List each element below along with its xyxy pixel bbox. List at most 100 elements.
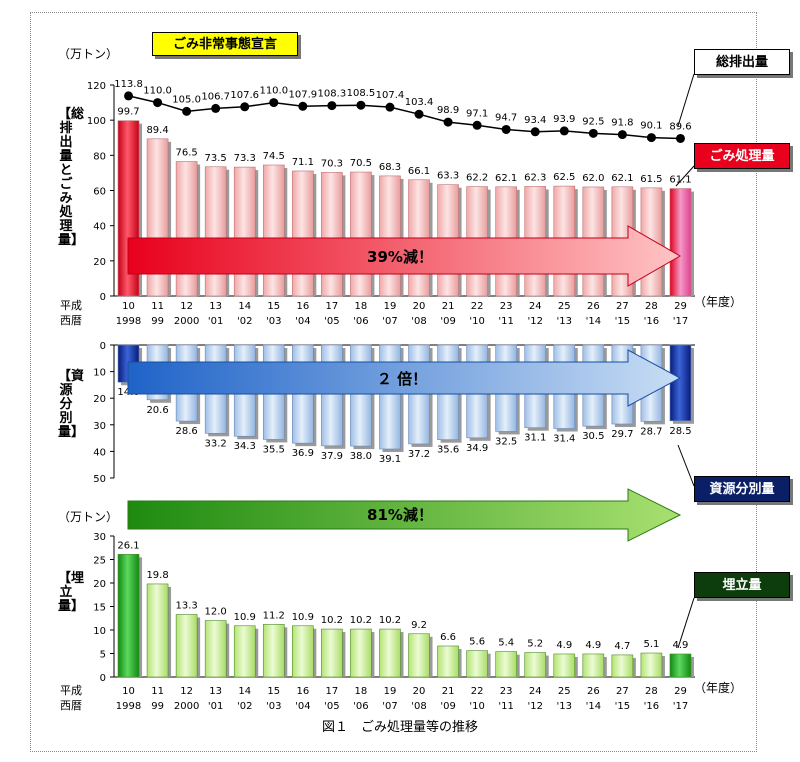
bottom-x-tick-heisei: 19 — [384, 686, 397, 697]
processing-value-label: 62.1 — [495, 173, 517, 184]
total-emission-value-label: 105.0 — [172, 94, 201, 105]
landfill-bar — [495, 651, 517, 678]
figure-frame — [30, 12, 757, 752]
top-x-tick-western: '02 — [237, 316, 252, 327]
landfill-callout: 埋立量 — [694, 572, 790, 598]
bottom-x-tick-heisei: 28 — [645, 686, 658, 697]
bottom-x-tick-western: '07 — [382, 701, 397, 712]
top-x-tick-western: '15 — [615, 316, 630, 327]
resource-value-label: 37.9 — [321, 451, 343, 462]
landfill-value-label: 12.0 — [205, 607, 227, 618]
resource-value-label: 29.7 — [611, 429, 633, 440]
resource-callout: 資源分別量 — [694, 476, 790, 502]
top-x-tick-heisei: 15 — [267, 301, 280, 312]
landfill-value-label: 19.8 — [146, 570, 168, 581]
bottom-x-tick-western: '15 — [615, 701, 630, 712]
total-emission-value-label: 107.6 — [230, 90, 259, 101]
total-emission-value-label: 110.0 — [259, 86, 288, 97]
resource-bar — [379, 344, 401, 450]
bottom-y-tick-label: 25 — [93, 556, 106, 567]
resource-bar — [350, 344, 372, 447]
processing-value-label: 61.1 — [669, 175, 691, 186]
figure-caption: 図１ ごみ処理量等の推移 — [321, 720, 478, 735]
bottom-y-tick-label: 30 — [93, 532, 106, 543]
landfill-change-arrow — [127, 488, 682, 542]
processing-bar — [321, 172, 343, 297]
western-label-top: 西暦 — [60, 314, 82, 327]
landfill-bar — [350, 628, 372, 678]
total-emission-value-label: 113.8 — [114, 79, 143, 90]
landfill-bar — [466, 650, 488, 678]
side-label-bottom: 【埋立量】 — [58, 571, 85, 614]
bottom-x-tick-western: '14 — [586, 701, 601, 712]
top-x-tick-western: '03 — [266, 316, 281, 327]
processing-value-label: 62.2 — [466, 173, 488, 184]
top-x-tick-heisei: 21 — [442, 301, 455, 312]
landfill-value-label: 10.9 — [292, 612, 314, 623]
total-emission-point — [211, 103, 221, 113]
total-emission-point — [298, 101, 308, 111]
total-emission-point — [356, 100, 366, 110]
total-emission-point — [617, 130, 627, 140]
resource-value-label: 31.4 — [553, 434, 575, 445]
total-emission-value-label: 89.6 — [669, 121, 691, 132]
landfill-value-label: 6.6 — [440, 632, 456, 643]
bottom-x-tick-western: '17 — [673, 701, 688, 712]
resource-callout-leader — [677, 444, 695, 487]
bottom-x-tick-western: 2000 — [174, 701, 199, 712]
top-x-tick-heisei: 20 — [413, 301, 426, 312]
top-x-tick-western: '05 — [324, 316, 339, 327]
resource-value-label: 32.5 — [495, 436, 517, 447]
bottom-x-tick-western: '05 — [324, 701, 339, 712]
processing-value-label: 76.5 — [175, 147, 197, 158]
processing-bar — [379, 175, 401, 297]
total-emission-value-label: 107.4 — [376, 90, 405, 101]
total-emission-point — [443, 117, 453, 127]
total-emission-point — [530, 127, 540, 137]
resource-value-label: 38.0 — [350, 451, 372, 462]
top-x-tick-heisei: 24 — [529, 301, 542, 312]
top-x-tick-heisei: 27 — [616, 301, 629, 312]
bottom-x-tick-heisei: 16 — [296, 686, 309, 697]
total-emission-value-label: 97.1 — [466, 108, 488, 119]
bottom-x-tick-heisei: 24 — [529, 686, 542, 697]
resource-value-label: 37.2 — [408, 449, 430, 460]
landfill-bar — [611, 654, 634, 678]
landfill-bar — [669, 653, 692, 678]
total-emission-point — [385, 102, 395, 112]
top-y-tick-label: 20 — [93, 257, 106, 268]
top-x-tick-heisei: 12 — [180, 301, 193, 312]
bottom-x-tick-heisei: 29 — [674, 686, 687, 697]
processing-bar — [175, 161, 198, 297]
bottom-x-tick-heisei: 14 — [238, 686, 251, 697]
total-emission-point — [153, 98, 163, 108]
processing-value-label: 73.5 — [205, 153, 227, 164]
processing-value-label: 68.3 — [379, 162, 401, 173]
processing-bar — [669, 188, 692, 297]
total-emission-value-label: 106.7 — [201, 91, 230, 102]
top-y-tick-label: 40 — [93, 222, 106, 233]
processing-value-label: 74.5 — [263, 151, 285, 162]
year-label-top: （年度） — [694, 294, 742, 309]
total-emission-point — [240, 102, 250, 112]
total-emission-value-label: 108.3 — [318, 89, 347, 100]
total-emission-callout: 総排出量 — [694, 49, 790, 75]
processing-bar — [262, 164, 285, 297]
top-x-tick-heisei: 11 — [151, 301, 164, 312]
resource-value-label: 20.6 — [146, 405, 168, 416]
total-emission-point — [559, 126, 569, 136]
landfill-value-label: 9.2 — [411, 620, 427, 631]
top-x-tick-heisei: 19 — [384, 301, 397, 312]
top-x-tick-heisei: 28 — [645, 301, 658, 312]
landfill-value-label: 4.9 — [556, 640, 572, 651]
top-x-tick-western: '09 — [440, 316, 455, 327]
top-x-tick-western: '10 — [469, 316, 484, 327]
top-x-tick-heisei: 23 — [500, 301, 513, 312]
processing-bar — [233, 166, 256, 297]
total-emission-value-label: 110.0 — [143, 86, 172, 97]
unit-label-bottom: （万トン） — [58, 510, 118, 524]
total-emission-point — [501, 124, 511, 134]
resource-bar — [669, 344, 692, 422]
bottom-x-tick-western: '06 — [353, 701, 368, 712]
processing-value-label: 61.5 — [640, 174, 662, 185]
